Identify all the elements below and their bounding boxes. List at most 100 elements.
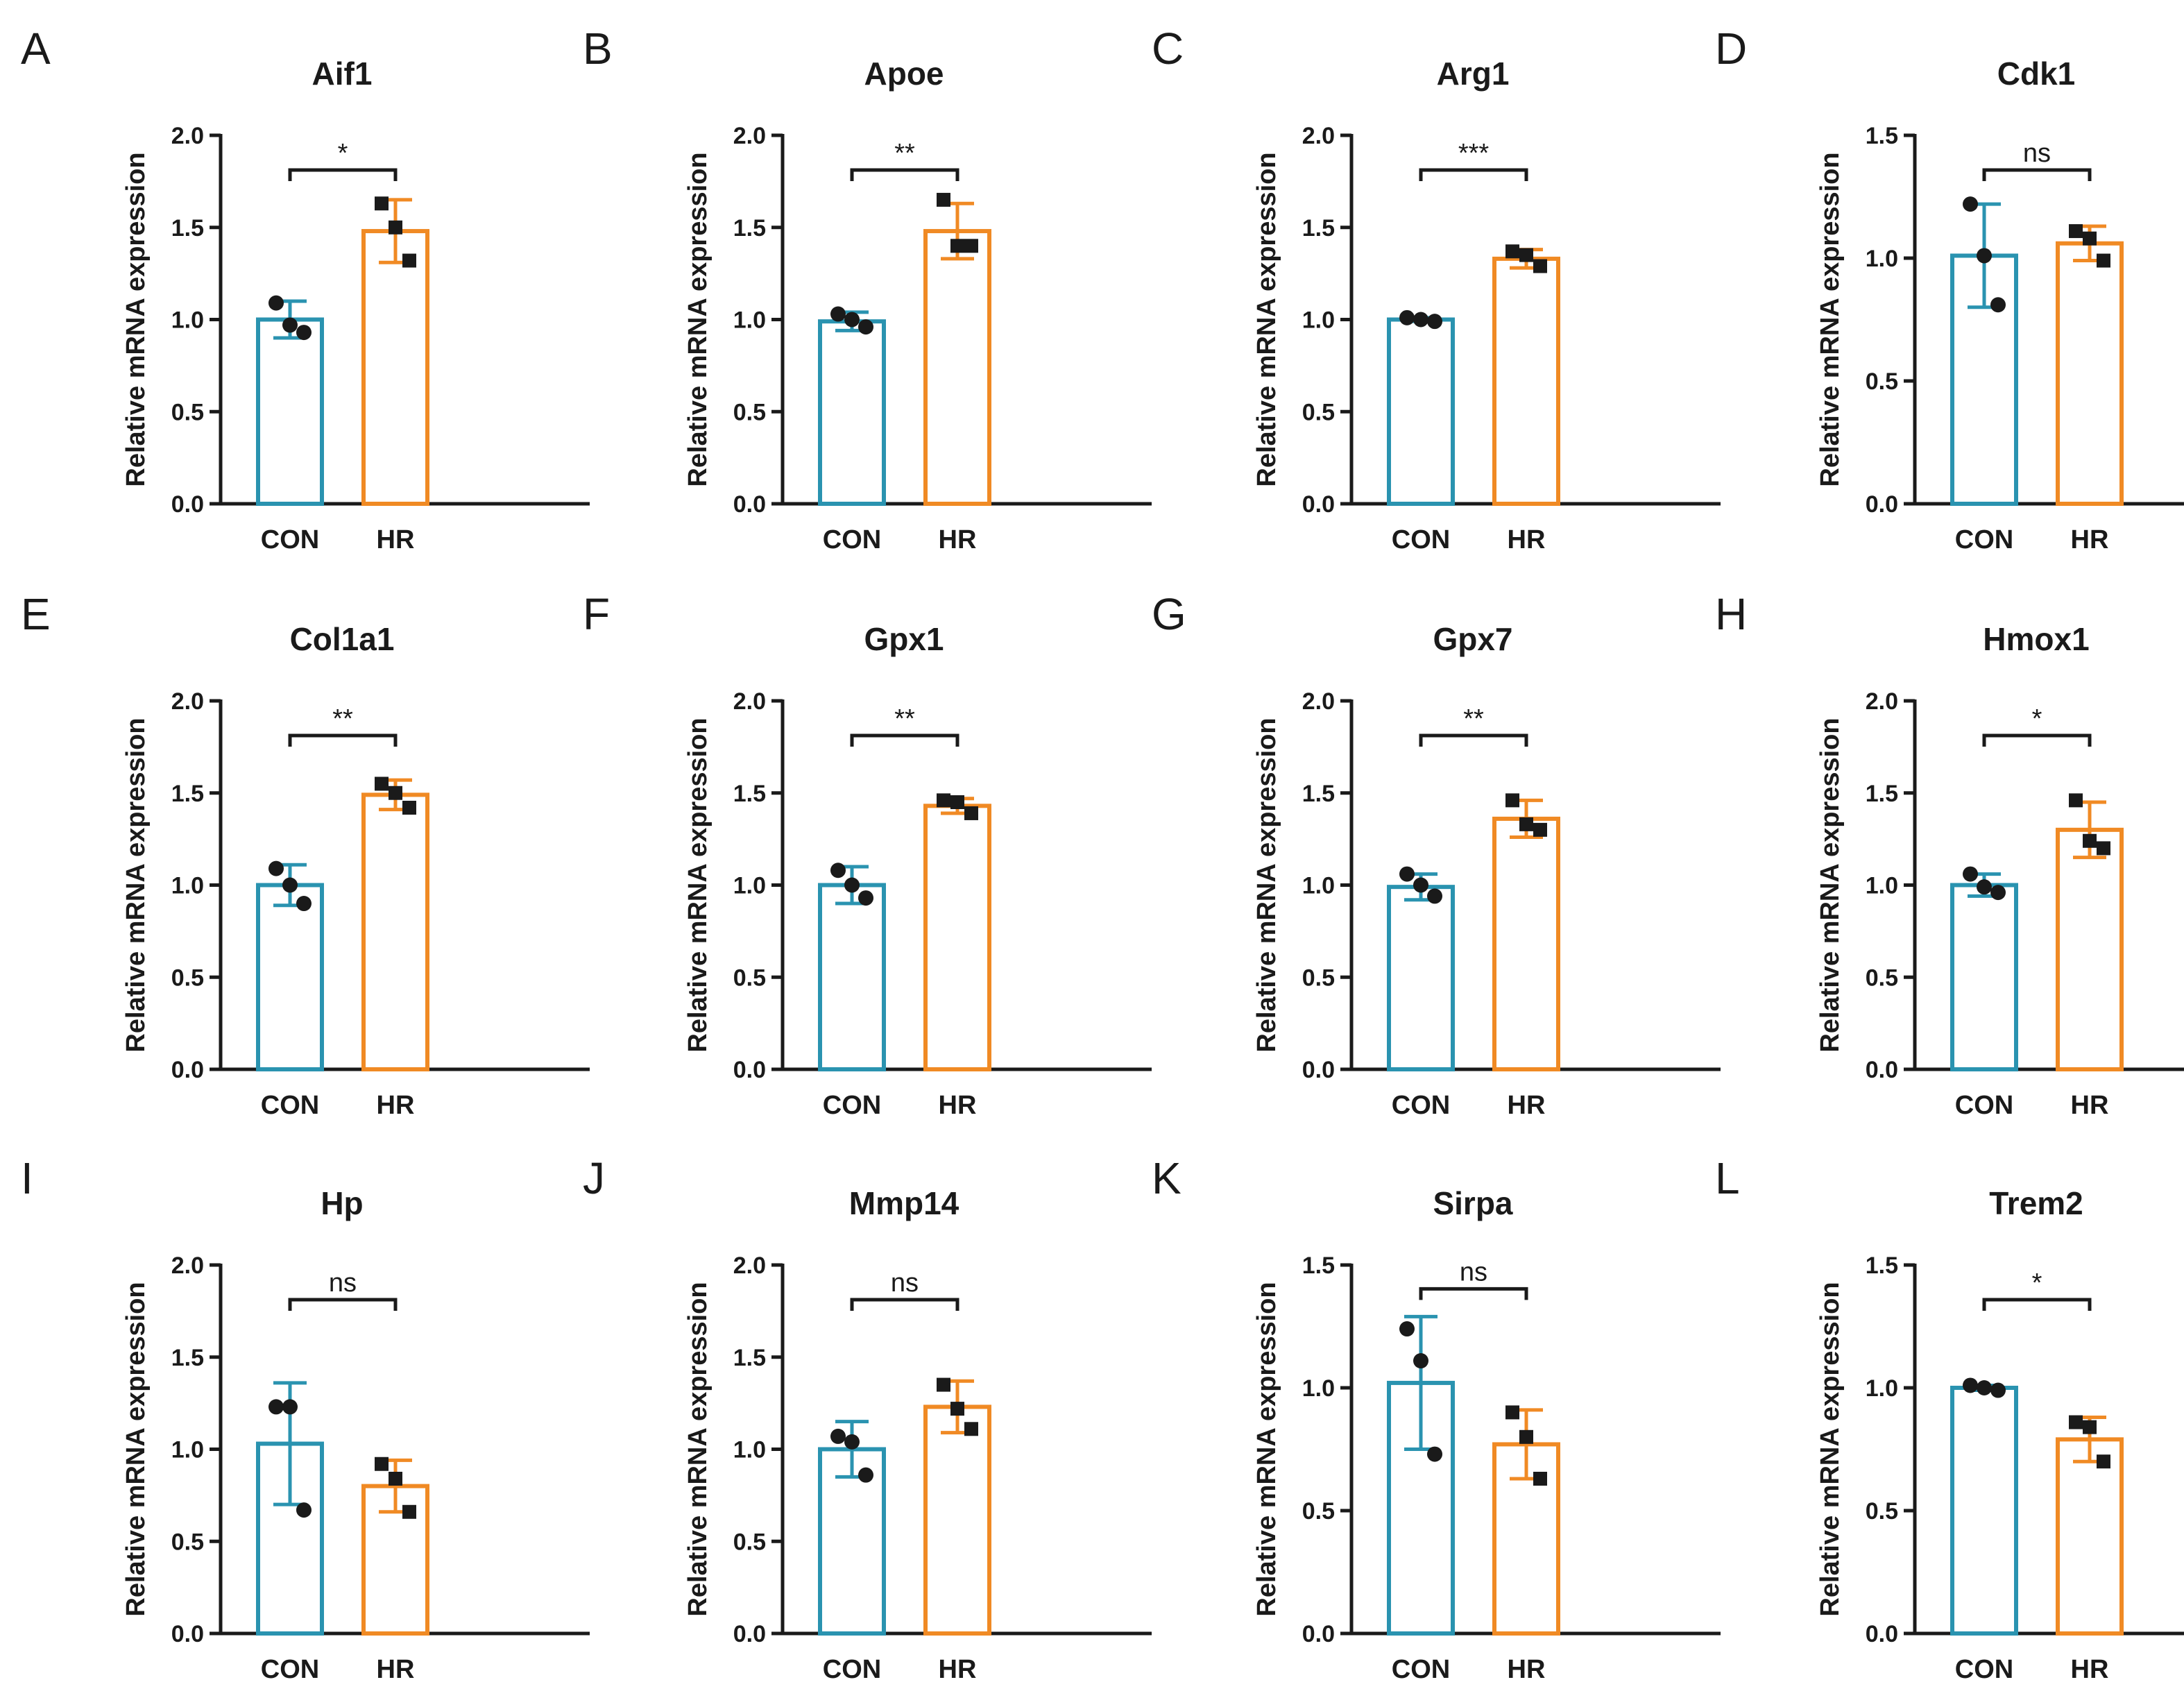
x-category-label: CON xyxy=(261,1655,319,1684)
data-point-circle xyxy=(1413,312,1428,328)
data-point-square xyxy=(964,1422,978,1436)
data-point-square xyxy=(1519,248,1533,262)
data-point-circle xyxy=(1399,309,1415,325)
y-tick-label: 1.0 xyxy=(1302,873,1335,899)
data-point-square xyxy=(402,800,416,815)
data-point-circle xyxy=(844,1434,860,1450)
data-point-circle xyxy=(844,877,860,893)
bar-con xyxy=(1387,885,1455,1071)
y-tick-label: 0.0 xyxy=(1302,491,1335,518)
panel-letter: J xyxy=(583,1153,605,1203)
data-point-circle xyxy=(1413,1353,1428,1369)
y-tick-label: 0.0 xyxy=(1866,1057,1898,1083)
significance-label: ns xyxy=(329,1268,357,1298)
data-point-square xyxy=(964,806,978,820)
x-category-label: HR xyxy=(2071,1091,2109,1120)
data-point-square xyxy=(2083,231,2097,246)
data-point-circle xyxy=(1977,1380,1992,1395)
data-point-square xyxy=(1533,1471,1547,1486)
y-axis-label: Relative mRNA expression xyxy=(121,718,151,1052)
data-point-square xyxy=(402,253,416,268)
y-tick-label: 0.5 xyxy=(171,399,204,425)
bar-con xyxy=(1950,1386,2018,1636)
panel-letter: I xyxy=(21,1153,33,1203)
significance-label: ** xyxy=(1463,704,1484,733)
x-category-label: CON xyxy=(261,525,319,554)
y-tick-label: 2.0 xyxy=(171,123,204,149)
significance-bracket xyxy=(850,733,959,747)
data-point-circle xyxy=(1990,297,2006,313)
y-tick-label: 1.0 xyxy=(171,1437,204,1463)
y-tick-label: 1.0 xyxy=(1866,1375,1898,1402)
data-point-circle xyxy=(296,325,312,341)
y-axis-label: Relative mRNA expression xyxy=(683,718,713,1052)
panel-title: Trem2 xyxy=(1989,1185,2083,1221)
bar-hr xyxy=(2056,241,2124,506)
data-point-circle xyxy=(1990,1382,2006,1398)
bar-hr xyxy=(2056,1437,2124,1636)
y-tick-label: 2.0 xyxy=(1302,123,1335,149)
data-point-circle xyxy=(282,1399,298,1415)
panel-letter: C xyxy=(1152,24,1184,74)
panel-title: Gpx1 xyxy=(864,621,944,657)
y-tick-label: 0.0 xyxy=(733,1621,766,1647)
y-tick-label: 1.5 xyxy=(1302,215,1335,241)
y-tick-label: 0.5 xyxy=(1302,965,1335,991)
y-tick-label: 0.0 xyxy=(171,491,204,518)
data-point-square xyxy=(937,793,950,808)
x-category-label: CON xyxy=(1955,525,2013,554)
y-tick-label: 1.0 xyxy=(1302,1375,1335,1402)
bar-con xyxy=(256,317,324,506)
y-tick-label: 1.5 xyxy=(171,215,204,241)
panel-letter: F xyxy=(583,589,610,639)
chart-panel-h: H Hmox1 Relative mRNA expression 0.0 0.5 1.0 1… xyxy=(1715,589,2184,1120)
chart-panel-e: E Col1a1 Relative mRNA expression 0.0 0.5 1.0… xyxy=(21,589,590,1120)
y-axis-label: Relative mRNA expression xyxy=(1816,152,1845,486)
significance-bracket xyxy=(1419,733,1528,747)
y-tick-label: 2.0 xyxy=(171,688,204,715)
significance-label: ** xyxy=(894,704,915,733)
y-tick-label: 1.5 xyxy=(733,781,766,807)
panel-title: Gpx7 xyxy=(1433,621,1512,657)
significance-bracket xyxy=(1982,168,2092,181)
data-point-circle xyxy=(844,312,860,328)
significance-label: *** xyxy=(1458,139,1490,168)
bar-con xyxy=(256,883,324,1071)
y-tick-label: 0.5 xyxy=(1866,965,1898,991)
data-point-circle xyxy=(268,295,284,311)
y-tick-label: 1.5 xyxy=(733,215,766,241)
x-category-label: CON xyxy=(1392,525,1450,554)
panel-title: Arg1 xyxy=(1437,56,1510,92)
x-category-label: HR xyxy=(939,525,977,554)
x-category-label: CON xyxy=(261,1091,319,1120)
significance-label: * xyxy=(2032,704,2042,733)
y-axis-label: Relative mRNA expression xyxy=(1816,1282,1845,1616)
y-tick-label: 1.0 xyxy=(733,307,766,334)
y-axis-label: Relative mRNA expression xyxy=(121,152,151,486)
data-point-square xyxy=(950,1402,964,1416)
y-tick-label: 0.0 xyxy=(1302,1621,1335,1647)
y-tick-label: 1.5 xyxy=(733,1345,766,1371)
panel-letter: K xyxy=(1152,1153,1181,1203)
panel-title: Hmox1 xyxy=(1983,621,2089,657)
panel-letter: D xyxy=(1715,24,1747,74)
y-tick-label: 0.5 xyxy=(1302,1498,1335,1525)
data-point-square xyxy=(389,786,402,800)
y-tick-label: 1.5 xyxy=(1866,123,1898,149)
x-category-label: HR xyxy=(377,1655,415,1684)
bar-con xyxy=(818,883,886,1071)
chart-panel-f: F Gpx1 Relative mRNA expression 0.0 0.5 1.0 1.… xyxy=(583,589,1152,1120)
panel-title: Hp xyxy=(321,1185,363,1221)
data-point-circle xyxy=(1963,1377,1978,1393)
chart-panel-i: I Hp Relative mRNA expression 0.0 0.5 1.0 1.5 2… xyxy=(21,1153,590,1684)
data-point-square xyxy=(2097,841,2110,856)
bar-con xyxy=(818,319,886,506)
y-axis-label: Relative mRNA expression xyxy=(1252,718,1281,1052)
y-tick-label: 2.0 xyxy=(733,688,766,715)
significance-label: ** xyxy=(894,139,915,168)
data-point-circle xyxy=(1399,1321,1415,1337)
y-tick-label: 0.0 xyxy=(1866,491,1898,518)
significance-label: ** xyxy=(332,704,353,733)
data-point-square xyxy=(964,239,978,253)
data-point-square xyxy=(1505,793,1519,808)
